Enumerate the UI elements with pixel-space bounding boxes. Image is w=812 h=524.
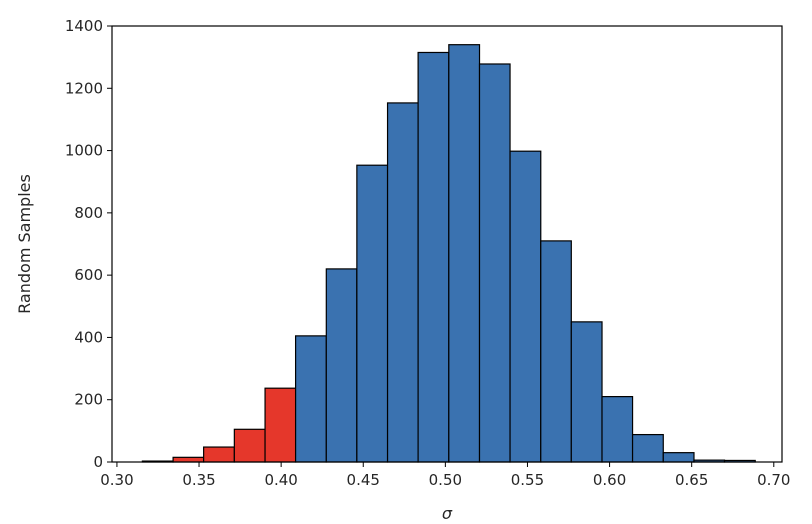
histogram-bar: [356, 164, 389, 463]
histogram-bar: [662, 452, 695, 463]
y-axis-label: Random Samples: [15, 174, 34, 314]
x-tick-label: 0.30: [100, 471, 133, 489]
histogram-bar: [601, 396, 634, 463]
y-tick-label: 1200: [65, 79, 103, 97]
plot-area-frame: [111, 25, 783, 463]
histogram-bar: [631, 433, 664, 463]
histogram-bar: [509, 150, 542, 463]
y-tick-label: 1000: [65, 142, 103, 160]
histogram-bar: [325, 268, 358, 463]
x-tick-label: 0.40: [264, 471, 297, 489]
histogram-bar: [294, 335, 327, 463]
y-tick-label: 1400: [65, 17, 103, 35]
x-tick-label: 0.65: [675, 471, 708, 489]
x-tick-label: 0.55: [511, 471, 544, 489]
histogram-bar: [448, 44, 481, 463]
histogram-bar: [203, 446, 235, 463]
histogram-bar: [172, 456, 205, 463]
y-axis-ticks: 0 200 400 600 800 1000 1200 1400: [65, 17, 112, 471]
y-tick-label: 0: [93, 453, 103, 471]
histogram-bar: [478, 63, 511, 463]
y-tick-label: 400: [74, 328, 103, 346]
y-tick-label: 200: [74, 391, 103, 409]
histogram-bar: [540, 240, 572, 463]
x-tick-label: 0.35: [182, 471, 215, 489]
histogram-bar: [417, 51, 450, 463]
x-tick-label: 0.45: [347, 471, 380, 489]
x-axis-label: σ: [442, 504, 453, 523]
histogram-bar: [570, 321, 603, 463]
y-tick-label: 800: [74, 204, 103, 222]
x-tick-label: 0.60: [593, 471, 626, 489]
histogram-bar: [386, 102, 419, 463]
x-axis-ticks: 0.30 0.35 0.40 0.45 0.50 0.55 0.60 0.65 0.70: [100, 462, 790, 489]
y-tick-label: 600: [74, 266, 103, 284]
x-tick-label: 0.50: [429, 471, 462, 489]
histogram-bars: [141, 44, 756, 463]
x-tick-label: 0.70: [757, 471, 790, 489]
histogram-bar: [233, 428, 266, 463]
histogram-bar: [264, 387, 297, 463]
